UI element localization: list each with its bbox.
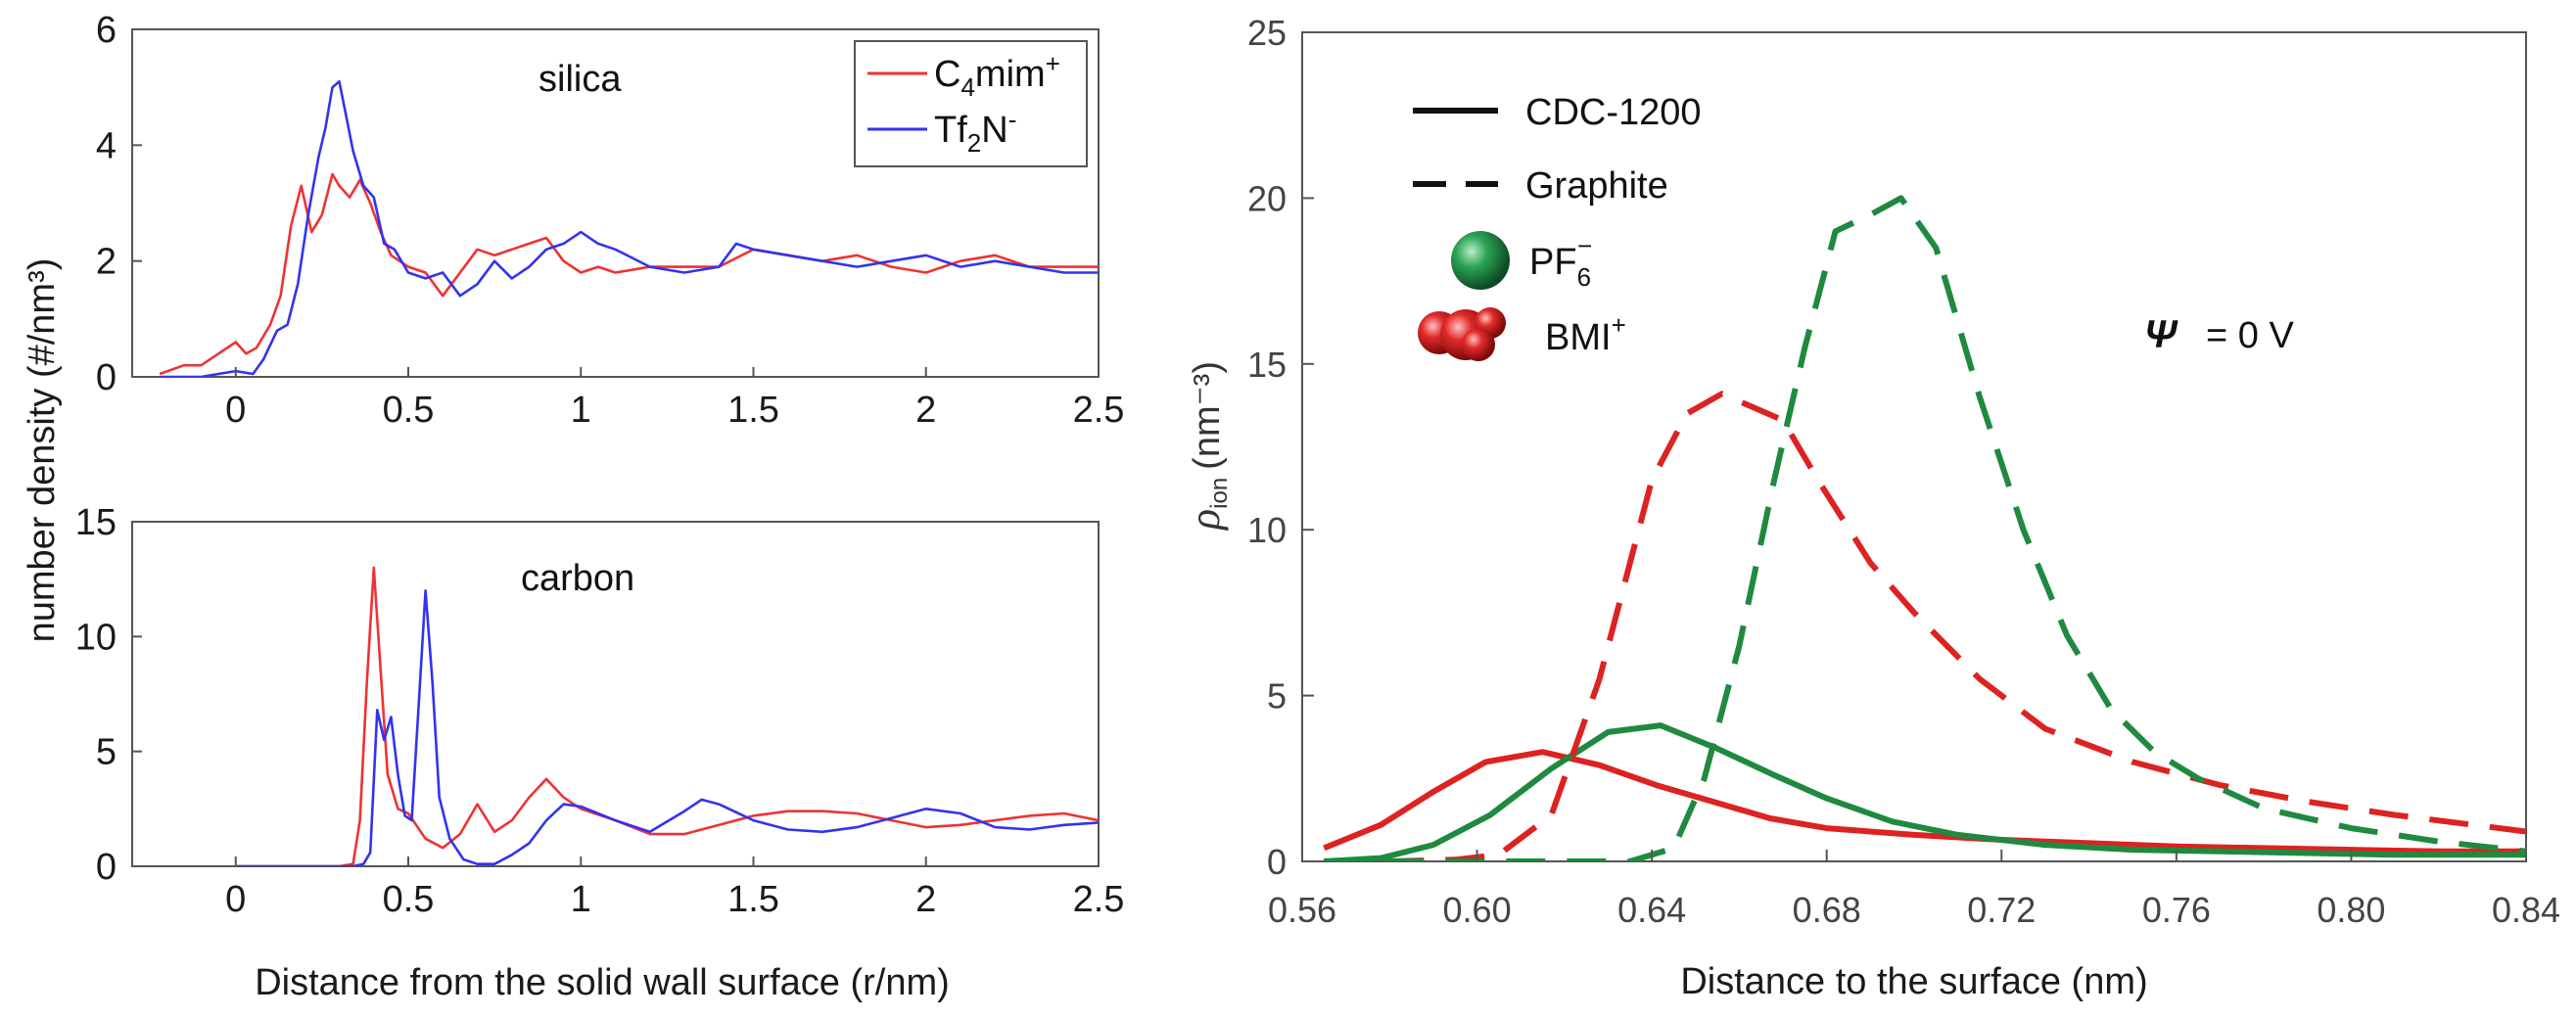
silica-y-tick-label: 2 (96, 242, 117, 283)
carbon-series-tf2n- (235, 589, 1099, 866)
silica-x-tick-label: 0.5 (383, 390, 435, 431)
legend-label-tf2n: Tf2N- (934, 105, 1016, 158)
silica-series-tf2n- (160, 80, 1099, 377)
silica-y-tick-label: 0 (96, 357, 117, 398)
carbon-panel: 0 0.5 1 1.5 2 2.5 0 5 10 15 carbon (75, 502, 1125, 920)
left-y-axis-label: number density (#/nm³) (22, 258, 63, 643)
carbon-x-tick-label: 1.5 (727, 879, 779, 920)
right-y-tick-label: 15 (1247, 345, 1287, 385)
silica-x-tick-label: 1.5 (727, 390, 779, 431)
left-x-axis-label: Distance from the solid wall surface (r/… (255, 962, 950, 1003)
right-plot-area (1323, 195, 2526, 861)
silica-panel: 0 0.5 1 1.5 2 2.5 0 2 4 6 silica C4mim+ Tf2N- (96, 10, 1125, 431)
right-x-tick-label: 0.72 (1967, 890, 2036, 930)
carbon-y-tick-label: 0 (96, 847, 117, 888)
silica-panel-title: silica (539, 59, 622, 100)
silica-plot-area (159, 80, 1099, 377)
pf6-ion-icon (1451, 231, 1510, 290)
right-series-pf6-cdc-1200 (1324, 722, 2526, 861)
carbon-x-tick-label: 2.5 (1073, 879, 1125, 920)
right-legend: CDC-1200 Graphite PF6− (1413, 92, 1702, 361)
psi-value: = 0 V (2206, 315, 2294, 356)
legend-label-graphite: Graphite (1525, 165, 1668, 207)
carbon-x-tick-label: 0 (225, 879, 246, 920)
right-series-bmi-cdc-1200 (1323, 749, 2526, 855)
right-y-tick-label: 5 (1267, 676, 1287, 717)
carbon-y-tick-label: 10 (75, 617, 117, 658)
right-axes: 0.56 0.60 0.64 0.68 0.72 0.76 0.80 0.84 0 5 10 15 20… (1247, 13, 2560, 930)
silica-x-tick-label: 1 (571, 390, 591, 431)
silica-plot-frame (131, 28, 1100, 378)
right-x-tick-label: 0.60 (1443, 890, 1512, 930)
legend-label-pf6: PF6− (1529, 231, 1592, 292)
legend-label-bmi: BMI+ (1545, 310, 1626, 358)
right-plot-frame (1301, 31, 2527, 862)
silica-y-tick-label: 4 (96, 125, 117, 166)
right-x-tick-label: 0.76 (2142, 890, 2211, 930)
carbon-axes: 0 0.5 1 1.5 2 2.5 0 5 10 15 (75, 502, 1125, 920)
graphite-panel: 0.56 0.60 0.64 0.68 0.72 0.76 0.80 0.84 0 5 10 15 20… (1247, 13, 2560, 930)
right-x-tick-label: 0.64 (1617, 890, 1686, 930)
legend-label-c4mim: C4mim+ (934, 49, 1060, 102)
silica-y-tick-label: 6 (96, 10, 117, 51)
carbon-y-tick-label: 15 (75, 502, 117, 543)
carbon-panel-title: carbon (521, 558, 634, 599)
carbon-plot-area (235, 566, 1099, 866)
right-x-tick-label: 0.68 (1793, 890, 1861, 930)
left-legend: C4mim+ Tf2N- (854, 40, 1088, 167)
right-series-pf6-graphite (1324, 195, 2526, 861)
right-y-tick-label: 25 (1247, 13, 1287, 53)
silica-series-c4mim- (159, 172, 1099, 376)
right-series-bmi-graphite (1324, 391, 2526, 861)
silica-x-tick-label: 2.5 (1073, 390, 1125, 431)
carbon-plot-frame (131, 521, 1100, 867)
right-y-tick-label: 0 (1267, 842, 1287, 882)
carbon-series-c4mim- (235, 566, 1099, 866)
carbon-x-tick-label: 0.5 (383, 879, 435, 920)
carbon-y-tick-label: 5 (96, 732, 117, 773)
silica-axes: 0 0.5 1 1.5 2 2.5 0 2 4 6 (96, 10, 1125, 431)
right-y-axis-label: ρion(nm⁻³) (1181, 361, 1233, 532)
legend-label-cdc: CDC-1200 (1525, 92, 1702, 133)
psi-symbol: Ψ (2144, 313, 2178, 356)
right-y-tick-label: 20 (1247, 178, 1287, 218)
carbon-x-tick-label: 2 (915, 879, 936, 920)
silica-x-tick-label: 0 (225, 390, 246, 431)
right-x-tick-label: 0.80 (2317, 890, 2385, 930)
right-x-tick-label: 0.56 (1268, 890, 1336, 930)
right-y-tick-label: 10 (1247, 510, 1287, 550)
bmi-ion-icon (1418, 307, 1506, 361)
right-x-tick-label: 0.84 (2492, 890, 2560, 930)
left-legend-box (854, 40, 1088, 167)
right-x-axis-label: Distance to the surface (nm) (1680, 961, 2147, 1002)
potential-annotation: Ψ = 0 V (2144, 313, 2294, 356)
silica-x-tick-label: 2 (915, 390, 936, 431)
carbon-x-tick-label: 1 (571, 879, 591, 920)
